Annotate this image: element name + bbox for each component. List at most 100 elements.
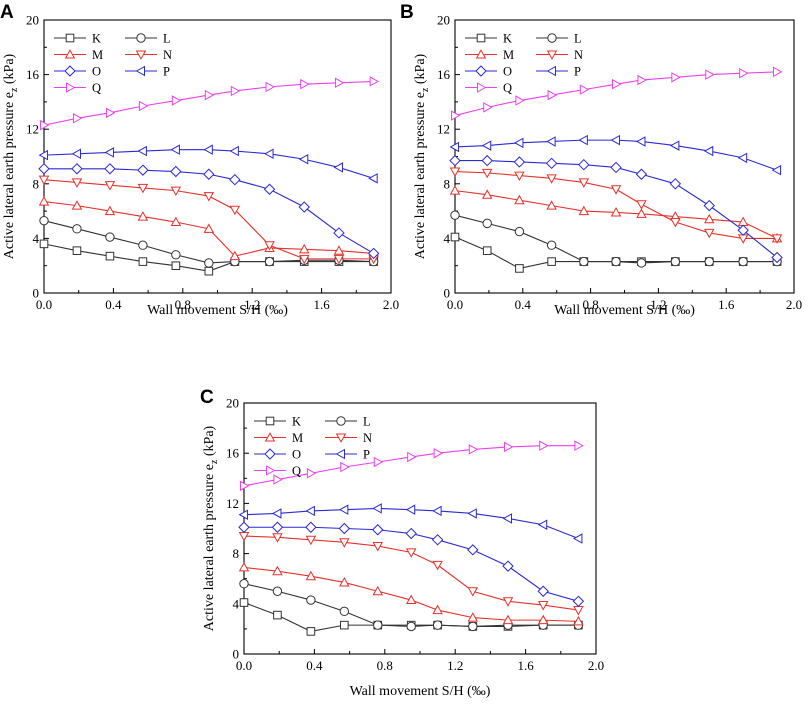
legend-label-n: N xyxy=(363,431,372,445)
y-tick-label: 12 xyxy=(26,122,39,137)
data-point-p xyxy=(71,148,81,160)
legend-label-n: N xyxy=(574,48,583,62)
data-point-q xyxy=(239,480,250,492)
series-k xyxy=(450,232,782,273)
data-point-q xyxy=(138,100,149,112)
data-point-o xyxy=(333,227,345,239)
data-point-k xyxy=(105,251,115,261)
data-point-l xyxy=(636,258,647,268)
legend-marker-q xyxy=(265,465,276,476)
data-point-q xyxy=(340,461,350,473)
data-point-q xyxy=(433,447,444,459)
data-point-o xyxy=(467,544,479,556)
data-point-n xyxy=(137,183,149,194)
legend-marker-l xyxy=(136,33,146,43)
data-point-k xyxy=(547,257,556,266)
data-point-o xyxy=(481,154,493,167)
series-o xyxy=(38,163,380,260)
data-point-q xyxy=(39,119,50,131)
legend-marker-k xyxy=(265,416,275,426)
series-p xyxy=(238,503,583,544)
legend-marker-m xyxy=(475,49,487,59)
x-tick-label: 1.6 xyxy=(313,297,330,312)
data-point-m xyxy=(546,200,557,210)
data-point-l xyxy=(406,621,416,632)
data-point-q xyxy=(230,85,241,97)
data-point-n xyxy=(372,542,384,552)
legend-marker-o xyxy=(264,448,276,460)
x-tick-label: 0.4 xyxy=(105,297,122,312)
data-point-q xyxy=(739,67,749,79)
x-tick-label: 0.0 xyxy=(36,297,52,312)
data-point-q xyxy=(273,474,283,485)
y-tick-label: 0 xyxy=(33,286,40,301)
data-point-p xyxy=(513,137,524,149)
data-point-p xyxy=(636,136,646,147)
data-point-q xyxy=(637,74,647,86)
data-point-o xyxy=(537,585,549,597)
data-point-n xyxy=(432,560,443,571)
legend-label-q: Q xyxy=(503,81,512,95)
y-tick-label: 16 xyxy=(226,446,240,461)
panel-b-legend: K L M N O P Q xyxy=(465,32,583,95)
data-point-q xyxy=(547,89,558,101)
legend-label-p: P xyxy=(574,65,581,79)
panel-c-y-axis-label: Active lateral earth pressure ez (kPa) xyxy=(202,425,220,631)
data-point-p xyxy=(537,519,548,530)
legend-label-l: L xyxy=(574,32,582,46)
panel-c-legend: K L M N O P Q xyxy=(254,415,372,478)
data-point-o xyxy=(449,154,461,167)
data-point-l xyxy=(39,215,49,226)
y-tick-label: 4 xyxy=(233,596,240,611)
data-point-m xyxy=(405,594,417,605)
panel-b-y-axis-label: Active lateral earth pressure ez (kPa) xyxy=(413,53,431,259)
data-point-p xyxy=(203,144,213,155)
data-point-n xyxy=(229,205,241,216)
data-point-l xyxy=(611,256,621,267)
legend-label-m: M xyxy=(292,431,303,445)
data-point-k xyxy=(482,246,492,255)
series-q xyxy=(239,440,584,492)
legend-marker-n xyxy=(335,433,347,443)
data-point-n xyxy=(272,533,283,543)
data-point-q xyxy=(369,76,380,87)
data-point-m xyxy=(305,570,317,581)
x-tick-label: 2.0 xyxy=(588,658,604,673)
data-point-o xyxy=(610,161,622,174)
data-point-l xyxy=(670,256,681,267)
panel-b-x-axis-label: Wall movement S/H (‰) xyxy=(554,303,695,318)
series-line-m xyxy=(243,566,579,622)
panel-a-chart: A 0.0 0.4 0.8 1.2 1.6 2.0 0 4 8 12 16 20 Wall movemen… xyxy=(0,2,399,318)
y-tick-label: 4 xyxy=(444,231,451,246)
data-point-l xyxy=(704,256,714,267)
data-point-n xyxy=(670,218,681,228)
data-point-o xyxy=(38,163,50,175)
data-point-n xyxy=(170,186,182,197)
panel-a-letter: A xyxy=(0,2,14,23)
series-k xyxy=(39,239,378,276)
panel-c-x-axis-label: Wall movement S/H (‰) xyxy=(350,684,491,699)
data-point-p xyxy=(546,136,556,147)
data-point-o xyxy=(338,522,351,535)
legend-marker-n xyxy=(546,50,558,60)
data-point-m xyxy=(339,577,350,587)
legend-label-n: N xyxy=(163,48,172,62)
data-point-n xyxy=(333,254,345,265)
data-point-o xyxy=(431,534,444,546)
series-line-l xyxy=(454,214,778,264)
data-point-m xyxy=(104,205,116,216)
data-point-q xyxy=(300,78,310,90)
data-point-n xyxy=(573,606,584,616)
data-point-n xyxy=(771,234,783,244)
data-point-n xyxy=(578,178,590,188)
legend-marker-m xyxy=(64,49,76,59)
data-point-n xyxy=(546,174,557,184)
data-point-o xyxy=(203,168,215,180)
data-point-o xyxy=(372,524,384,536)
y-tick-label: 16 xyxy=(437,67,451,82)
data-point-m xyxy=(137,211,149,221)
series-p xyxy=(38,144,378,184)
data-point-o xyxy=(578,158,590,171)
data-point-k xyxy=(239,598,249,607)
